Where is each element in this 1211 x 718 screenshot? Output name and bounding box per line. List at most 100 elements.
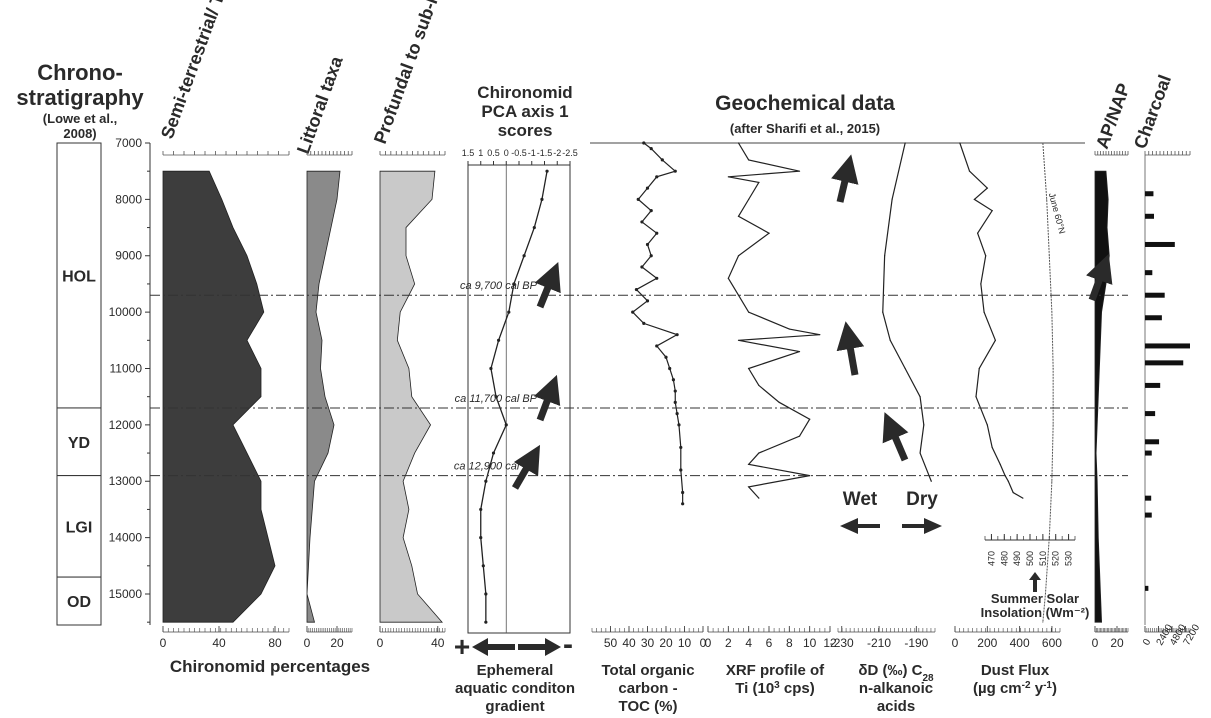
insolation-point [1051, 311, 1053, 313]
series-point [655, 175, 659, 179]
panel-title-pca-line3: scores [498, 121, 553, 140]
series-point [819, 334, 821, 336]
series-point [923, 424, 925, 426]
dry-arrow [902, 518, 942, 534]
dd-caption-line3: acids [877, 698, 915, 715]
trend-arrow [534, 262, 561, 309]
pca-tick-label: -1.5 [537, 148, 553, 158]
bottom-tick-label: 80 [268, 636, 282, 650]
age-tick-label: 11000 [110, 361, 143, 375]
charcoal-bar [1145, 241, 1175, 247]
series-point [798, 350, 801, 353]
bottom-tick-label: -230 [830, 636, 854, 650]
series-point [977, 232, 979, 234]
charcoal-bar [1145, 450, 1152, 456]
area-fill [306, 170, 341, 623]
bottom-tick-label: 40 [431, 636, 445, 650]
bottom-tick-label: -190 [904, 636, 928, 650]
trend-arrow [1086, 253, 1113, 302]
series-point [788, 328, 790, 330]
series-point [664, 355, 668, 359]
bottom-tick-label: 10 [803, 636, 817, 650]
series-point [681, 490, 685, 495]
series-point [668, 366, 672, 371]
series-point [973, 198, 975, 200]
series-point [737, 294, 740, 296]
series-point [645, 242, 650, 247]
insolation-point [1046, 198, 1048, 200]
pca-point [484, 592, 488, 596]
charcoal-bar [1145, 495, 1152, 501]
insolation-tick-label: 480 [999, 551, 1009, 566]
pca-tick-label: 1.5 [462, 148, 475, 158]
bottom-tick-label: 400 [1010, 636, 1030, 650]
series-point [758, 452, 760, 454]
bottom-tick-label: 0 [304, 636, 311, 650]
bottom-tick-label: 12 [823, 636, 837, 650]
zone-box [56, 475, 102, 578]
zone-box [56, 576, 102, 626]
geochem-title: Geochemical data [715, 92, 895, 115]
pca-point [491, 451, 496, 455]
pca-point [522, 254, 526, 258]
insolation-series-label: June 60°N [1047, 192, 1068, 235]
series-line [959, 142, 1024, 499]
dust-caption-line2: (µg cm-2 y-1) [973, 680, 1057, 698]
series-point [758, 384, 760, 387]
dry-label: Dry [906, 489, 938, 510]
bottom-tick-label: 0 [952, 636, 959, 650]
charcoal-bar [1145, 382, 1161, 388]
series-point [986, 424, 988, 426]
minus-sign: - [563, 628, 573, 661]
dd-caption-line1: δD (‰) C28 [858, 662, 934, 684]
chrono-title-line1: Chrono- [37, 60, 123, 85]
bottom-tick-label: 4 [745, 636, 752, 650]
pca-gradient-line1: Ephemeral [477, 662, 554, 679]
pca-tick-label: 1 [478, 148, 483, 158]
ti-caption-line2: Ti (103 cps) [735, 680, 814, 698]
charcoal-bar [1145, 191, 1154, 197]
trend-arrow [533, 374, 561, 422]
age-tick-label: 9000 [115, 249, 142, 263]
bottom-tick-label: 20 [659, 636, 673, 650]
charcoal-bar [1145, 343, 1190, 349]
insolation-point [1048, 255, 1050, 257]
bottom-tick-label: 0 [160, 636, 167, 650]
zone-box [56, 407, 102, 477]
pca-point [504, 423, 508, 427]
insolation-arrow [1029, 572, 1041, 592]
charcoal-bar [1145, 292, 1165, 298]
panel-line-7: 0 200 400 600 [952, 142, 1062, 650]
panel-title-apnap: AP/NAP [1092, 81, 1134, 152]
charcoal-bar [1145, 512, 1152, 518]
panel-ap-nap: 0 20 [1092, 151, 1129, 650]
insolation-point [1052, 424, 1054, 426]
panel-insolation: June 60°N 470 480 490 500 510 520 530 [984, 142, 1076, 623]
series-point [889, 339, 891, 341]
wet-arrow [840, 518, 880, 534]
series-point [673, 389, 677, 393]
series-point [930, 480, 932, 482]
series-point [737, 142, 740, 144]
pca-tick-label: 0 [504, 148, 509, 158]
series-point [980, 283, 982, 285]
pca-point [497, 338, 501, 342]
series-point [655, 276, 659, 280]
panel-title-profundal: Profundal to sub-littoral taxa [370, 0, 473, 146]
series-point [675, 333, 679, 337]
chrono-title-line2: stratigraphy [16, 85, 144, 110]
pca-tick-label: -0.5 [511, 148, 527, 158]
pca-point [484, 620, 488, 624]
series-point [737, 339, 740, 341]
panel-title-charcoal: Charcoal [1130, 72, 1175, 151]
bottom-tick-label: 30 [641, 636, 655, 650]
pca-tick-label: -2.5 [562, 148, 578, 158]
zone-label: HOL [62, 268, 96, 285]
zone-box [56, 142, 102, 409]
panel-title-terrestrial: Semi-terrestrial/ Terrestrial taxa [157, 0, 268, 141]
series-point [1007, 480, 1009, 482]
event-label: ca 11,700 cal BP [455, 393, 538, 405]
pca-tick-label: -1 [528, 148, 536, 158]
